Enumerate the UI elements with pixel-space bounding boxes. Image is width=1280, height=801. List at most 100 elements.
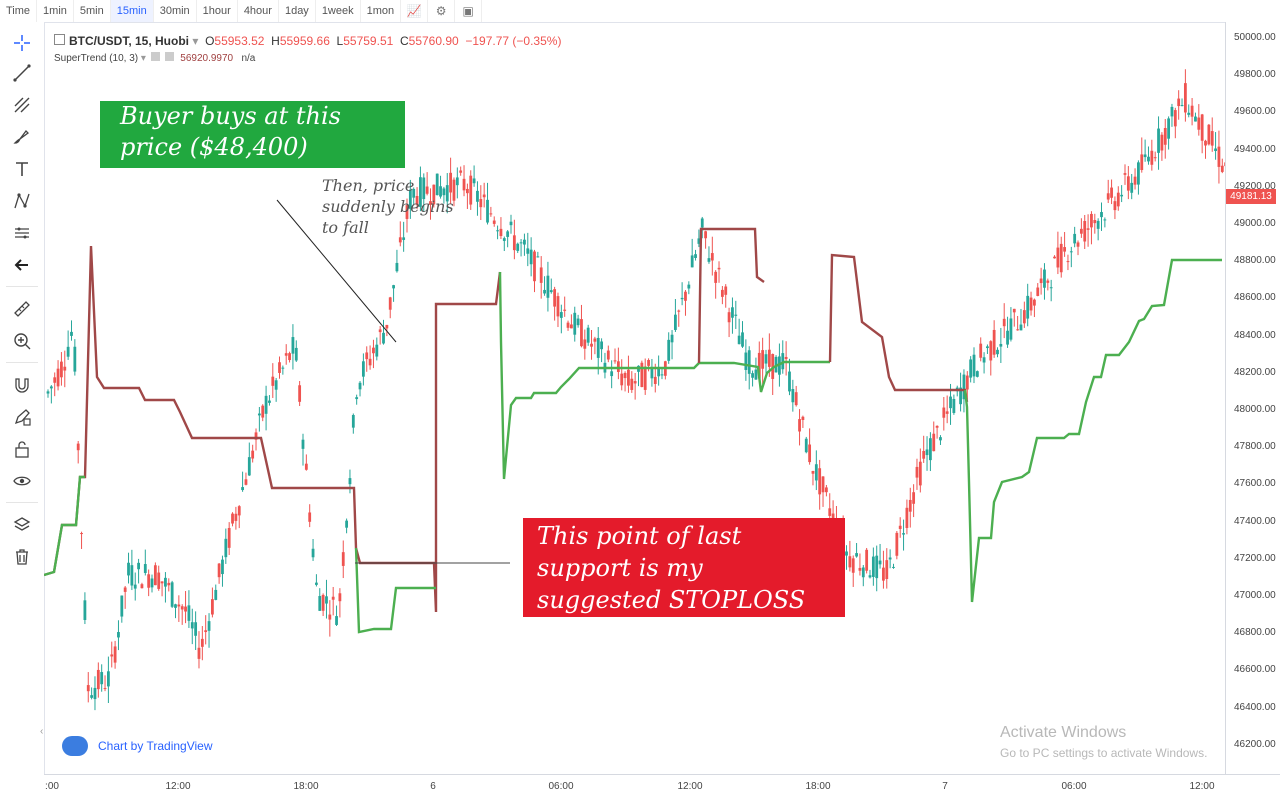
measure-ruler-icon[interactable] <box>8 220 36 246</box>
candle-body <box>167 582 171 586</box>
timeframe-5min[interactable]: 5min <box>74 0 111 22</box>
trendline-icon[interactable] <box>8 60 36 86</box>
candle-body <box>1157 128 1160 153</box>
indicator-settings-icon[interactable] <box>150 52 160 61</box>
tradingview-brand[interactable]: Chart by TradingView <box>62 736 213 756</box>
candle-body <box>751 373 754 378</box>
time-axis[interactable]: :00 12:00 18:00 6 06:00 12:00 18:00 7 06:00 12:00 <box>44 774 1280 801</box>
candle-body <box>1220 165 1224 172</box>
timeframe-30min[interactable]: 30min <box>154 0 197 22</box>
candle-body <box>744 352 748 370</box>
supertrend-resistance-line <box>44 245 502 613</box>
candle-body <box>942 407 946 418</box>
magnet-icon[interactable] <box>8 372 36 398</box>
candle-body <box>1086 228 1090 230</box>
candle-body <box>278 362 281 373</box>
candle-body <box>1096 220 1100 229</box>
x-tick-label: 18:00 <box>293 781 319 792</box>
collapse-handle[interactable]: ‹ <box>40 726 44 737</box>
candle-body <box>533 251 536 282</box>
candle-body <box>1039 278 1043 284</box>
fall-line-1: Then, price <box>322 176 415 195</box>
candle-body <box>697 238 701 244</box>
candle-body <box>274 380 278 390</box>
timeframe-1day[interactable]: 1day <box>279 0 316 22</box>
candle-body <box>704 231 708 239</box>
candle-body <box>432 184 436 205</box>
eye-icon[interactable] <box>8 468 36 494</box>
candle-body <box>113 646 117 663</box>
back-arrow-icon[interactable] <box>8 252 36 278</box>
timeframe-15min[interactable]: 15min <box>110 0 154 22</box>
lock-drawing-icon[interactable] <box>8 404 36 430</box>
unlock-icon[interactable] <box>8 436 36 462</box>
price-chart[interactable] <box>44 22 1225 774</box>
candle-body <box>345 520 349 528</box>
candle-body <box>1150 150 1154 165</box>
candle-body <box>928 438 932 461</box>
candle-body <box>241 487 244 491</box>
timeframe-4hour[interactable]: 4hour <box>238 0 279 22</box>
candle-body <box>1140 154 1144 171</box>
y-tick-label: 47800.00 <box>1234 441 1276 453</box>
settings-icon[interactable]: ⚙ <box>428 0 456 22</box>
candle-body <box>325 596 328 604</box>
candle-body <box>1083 220 1087 242</box>
trash-icon[interactable] <box>8 544 36 570</box>
candle-body <box>784 356 788 360</box>
timeframe-time[interactable]: Time <box>0 0 38 22</box>
supertrend-resistance-line-c <box>828 253 969 403</box>
chart-style-icon[interactable]: 📈 <box>401 0 429 22</box>
candle-body <box>690 255 694 268</box>
crosshair-icon[interactable] <box>8 30 36 56</box>
candle-body <box>429 201 432 205</box>
timeframe-1week[interactable]: 1week <box>316 0 361 22</box>
text-icon[interactable] <box>8 156 36 182</box>
candle-body <box>737 335 741 345</box>
ruler-icon[interactable] <box>8 296 36 322</box>
candle-body <box>798 419 801 432</box>
candle-body <box>657 367 661 377</box>
candle-body <box>563 309 567 311</box>
candle-body <box>127 562 130 576</box>
zoom-in-icon[interactable] <box>8 328 36 354</box>
candle-body <box>284 353 288 356</box>
candle-body <box>714 271 718 283</box>
brush-icon[interactable] <box>8 124 36 150</box>
symbol-title[interactable]: BTC/USDT, 15, Huobi <box>69 34 190 48</box>
supertrend-support-line-c <box>963 258 1222 603</box>
layers-icon[interactable] <box>8 512 36 538</box>
candle-body <box>106 671 110 687</box>
candle-body <box>1090 213 1093 228</box>
candle-body <box>1167 118 1171 139</box>
candle-body <box>888 557 892 560</box>
timeframe-1hour[interactable]: 1hour <box>197 0 238 22</box>
candle-body <box>939 437 942 441</box>
candle-body <box>932 433 936 452</box>
candle-body <box>157 572 161 589</box>
candle-body <box>878 560 882 565</box>
candle-body <box>288 353 291 361</box>
screenshot-icon[interactable]: ▣ <box>455 0 483 22</box>
candle-body <box>120 595 124 617</box>
indicator-close-icon[interactable] <box>164 52 174 61</box>
legend-collapse-icon[interactable] <box>54 34 65 45</box>
candle-body <box>315 582 318 585</box>
candle-body <box>892 566 895 568</box>
candle-body <box>767 349 771 367</box>
pattern-icon[interactable] <box>8 188 36 214</box>
price-axis[interactable]: 50000.00 49800.00 49600.00 49400.00 49200.00… <box>1225 22 1280 774</box>
candle-body <box>137 562 140 570</box>
candle-body <box>264 395 268 414</box>
candle-body <box>412 188 416 198</box>
candle-body <box>160 581 164 584</box>
timeframe-1min[interactable]: 1min <box>37 0 74 22</box>
candle-body <box>633 381 637 384</box>
candle-body <box>999 343 1003 347</box>
fib-icon[interactable] <box>8 92 36 118</box>
candle-body <box>439 186 442 197</box>
watermark-subtitle: Go to PC settings to activate Windows. <box>1000 746 1208 760</box>
candle-body <box>207 621 211 631</box>
indicator-name[interactable]: SuperTrend (10, 3) <box>54 53 139 64</box>
timeframe-1mon[interactable]: 1mon <box>361 0 402 22</box>
